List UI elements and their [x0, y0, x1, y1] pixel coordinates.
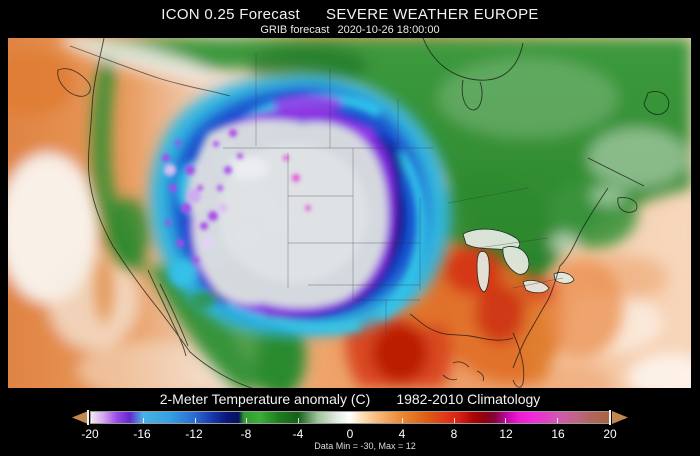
colorbar-tick-label: 12 [499, 427, 513, 441]
coastlines [57, 38, 670, 388]
colorbar-tickmark [557, 418, 559, 423]
site-name: SEVERE WEATHER EUROPE [326, 6, 539, 23]
header-title: ICON 0.25 Forecast SEVERE WEATHER EUROPE [0, 6, 700, 23]
colorbar-tick-label: -20 [81, 427, 99, 441]
temperature-anomaly-map [8, 38, 691, 388]
colorbar-left-separator [87, 410, 89, 425]
purple-speckles [162, 129, 311, 263]
colorbar-right-arrow [612, 411, 628, 424]
valid-time: 2020-10-26 18:00:00 [337, 24, 440, 36]
colorbar-tick-label: -4 [292, 427, 304, 441]
weather-map [8, 38, 691, 388]
great-lakes [462, 228, 575, 294]
political-borders [223, 53, 564, 334]
product-name: GRIB forecast [260, 24, 330, 36]
footer-label: 2-Meter Temperature anomaly (C) 1982-2010… [0, 391, 700, 407]
data-minmax: Data Min = -30, Max = 12 [314, 441, 416, 451]
model-name: ICON 0.25 Forecast [161, 6, 301, 23]
colorbar-tickmark [453, 418, 455, 423]
climatology-label: 1982-2010 Climatology [396, 391, 541, 407]
colorbar-tickmark [194, 418, 196, 423]
colorbar-tick-label: 20 [603, 427, 617, 441]
colorbar-tick-label: 16 [551, 427, 565, 441]
colorbar-tick-label: 4 [398, 427, 406, 441]
colorbar-tick-label: -12 [185, 427, 203, 441]
colorbar-ticks: -20 -16 -12 -8 -4 0 4 8 12 16 20 [81, 427, 616, 441]
colorbar-tickmark [350, 418, 351, 423]
colorbar-tickmark [505, 418, 507, 423]
colorbar-tickmark [246, 418, 248, 423]
parameter-label: 2-Meter Temperature anomaly (C) [159, 391, 371, 407]
header-subtitle: GRIB forecast 2020-10-26 18:00:00 [0, 24, 700, 36]
colorbar-tick-label: -8 [240, 427, 252, 441]
colorbar-tickmark [298, 418, 300, 423]
colorbar-right-separator [609, 410, 611, 425]
cold-anomaly-layer [149, 73, 452, 337]
colorbar-tick-label: -16 [133, 427, 151, 441]
colorbar-tick-label: 8 [450, 427, 458, 441]
colorbar-tickmark [91, 418, 92, 423]
colorbar-gradient [90, 411, 610, 424]
colorbar-tickmark [401, 418, 403, 423]
colorbar-tickmark [142, 418, 144, 423]
colorbar-tick-label: 0 [346, 427, 354, 441]
colorbar-left-arrow [72, 411, 88, 424]
